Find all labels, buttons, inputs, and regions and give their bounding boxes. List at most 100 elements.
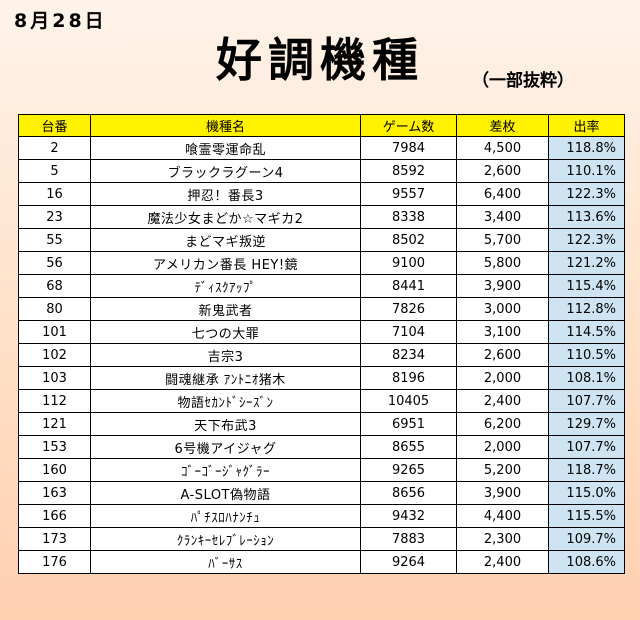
coin-difference-cell: 2,400 xyxy=(456,389,549,413)
machine-name-cell: 魔法少女まどか☆マギカ2 xyxy=(90,205,361,229)
machine-name-cell: 6号機アイジャグ xyxy=(90,435,361,459)
table-header-row: 台番 機種名 ゲーム数 差枚 出率 xyxy=(18,114,625,137)
machine-number-cell: 160 xyxy=(18,458,91,482)
coin-difference-cell: 3,000 xyxy=(456,297,549,321)
machine-name-cell: 闘魂継承 ｱﾝﾄﾆｵ猪木 xyxy=(90,366,361,390)
machine-number-cell: 121 xyxy=(18,412,91,436)
payout-rate-cell: 110.5% xyxy=(548,343,625,367)
table-row: 121 天下布武3 6951 6,200 129.7% xyxy=(18,412,625,436)
coin-difference-cell: 6,400 xyxy=(456,182,549,206)
header-machine-number: 台番 xyxy=(18,114,91,137)
table-row: 56 アメリカン番長 HEY!鏡 9100 5,800 121.2% xyxy=(18,251,625,275)
machine-number-cell: 56 xyxy=(18,251,91,275)
machine-name-cell: アメリカン番長 HEY!鏡 xyxy=(90,251,361,275)
table-row: 163 A-SLOT偽物語 8656 3,900 115.0% xyxy=(18,481,625,505)
payout-rate-cell: 122.3% xyxy=(548,228,625,252)
payout-rate-cell: 107.7% xyxy=(548,389,625,413)
payout-rate-cell: 110.1% xyxy=(548,159,625,183)
machine-name-cell: 七つの大罪 xyxy=(90,320,361,344)
game-count-cell: 10405 xyxy=(360,389,457,413)
coin-difference-cell: 2,600 xyxy=(456,159,549,183)
machine-number-cell: 176 xyxy=(18,550,91,574)
table-row: 16 押忍！番長3 9557 6,400 122.3% xyxy=(18,182,625,206)
game-count-cell: 8592 xyxy=(360,159,457,183)
game-count-cell: 8502 xyxy=(360,228,457,252)
payout-rate-cell: 112.8% xyxy=(548,297,625,321)
coin-difference-cell: 6,200 xyxy=(456,412,549,436)
game-count-cell: 8234 xyxy=(360,343,457,367)
payout-rate-cell: 115.5% xyxy=(548,504,625,528)
game-count-cell: 9557 xyxy=(360,182,457,206)
machine-name-cell: 天下布武3 xyxy=(90,412,361,436)
machine-number-cell: 173 xyxy=(18,527,91,551)
machine-number-cell: 16 xyxy=(18,182,91,206)
machine-name-cell: A-SLOT偽物語 xyxy=(90,481,361,505)
machine-number-cell: 80 xyxy=(18,297,91,321)
coin-difference-cell: 3,900 xyxy=(456,274,549,298)
game-count-cell: 8656 xyxy=(360,481,457,505)
game-count-cell: 9265 xyxy=(360,458,457,482)
coin-difference-cell: 5,800 xyxy=(456,251,549,275)
machine-number-cell: 153 xyxy=(18,435,91,459)
machine-number-cell: 102 xyxy=(18,343,91,367)
machine-name-cell: ｺﾞｰｺﾞｰｼﾞｬｸﾞﾗｰ xyxy=(90,458,361,482)
payout-rate-cell: 115.4% xyxy=(548,274,625,298)
table-row: 103 闘魂継承 ｱﾝﾄﾆｵ猪木 8196 2,000 108.1% xyxy=(18,366,625,390)
machine-number-cell: 5 xyxy=(18,159,91,183)
payout-rate-cell: 118.8% xyxy=(548,136,625,160)
machine-number-cell: 103 xyxy=(18,366,91,390)
results-table: 台番 機種名 ゲーム数 差枚 出率 2 喰霊零運命乱 7984 4,500 118.8%… xyxy=(18,114,625,574)
coin-difference-cell: 3,900 xyxy=(456,481,549,505)
payout-rate-cell: 107.7% xyxy=(548,435,625,459)
coin-difference-cell: 2,400 xyxy=(456,550,549,574)
coin-difference-cell: 5,200 xyxy=(456,458,549,482)
payout-rate-cell: 108.1% xyxy=(548,366,625,390)
coin-difference-cell: 2,000 xyxy=(456,435,549,459)
payout-rate-cell: 114.5% xyxy=(548,320,625,344)
game-count-cell: 8196 xyxy=(360,366,457,390)
machine-name-cell: 新鬼武者 xyxy=(90,297,361,321)
table-row: 23 魔法少女まどか☆マギカ2 8338 3,400 113.6% xyxy=(18,205,625,229)
table-row: 176 ﾊﾞｰｻｽ 9264 2,400 108.6% xyxy=(18,550,625,574)
machine-name-cell: 押忍！番長3 xyxy=(90,182,361,206)
game-count-cell: 7826 xyxy=(360,297,457,321)
payout-rate-cell: 113.6% xyxy=(548,205,625,229)
machine-number-cell: 112 xyxy=(18,389,91,413)
page-subtitle: （一部抜粋） xyxy=(472,71,574,91)
machine-number-cell: 2 xyxy=(18,136,91,160)
table-row: 153 6号機アイジャグ 8655 2,000 107.7% xyxy=(18,435,625,459)
header-game-count: ゲーム数 xyxy=(360,114,457,137)
coin-difference-cell: 2,300 xyxy=(456,527,549,551)
machine-number-cell: 55 xyxy=(18,228,91,252)
header-machine-name: 機種名 xyxy=(90,114,361,137)
game-count-cell: 9264 xyxy=(360,550,457,574)
game-count-cell: 7883 xyxy=(360,527,457,551)
table-row: 2 喰霊零運命乱 7984 4,500 118.8% xyxy=(18,136,625,160)
game-count-cell: 8441 xyxy=(360,274,457,298)
payout-rate-cell: 129.7% xyxy=(548,412,625,436)
header-coin-difference: 差枚 xyxy=(456,114,549,137)
table-row: 160 ｺﾞｰｺﾞｰｼﾞｬｸﾞﾗｰ 9265 5,200 118.7% xyxy=(18,458,625,482)
coin-difference-cell: 3,100 xyxy=(456,320,549,344)
coin-difference-cell: 2,600 xyxy=(456,343,549,367)
game-count-cell: 6951 xyxy=(360,412,457,436)
machine-name-cell: 物語ｾｶﾝﾄﾞｼｰｽﾞﾝ xyxy=(90,389,361,413)
header-payout-rate: 出率 xyxy=(548,114,625,137)
table-row: 68 ﾃﾞｨｽｸｱｯﾌﾟ 8441 3,900 115.4% xyxy=(18,274,625,298)
payout-rate-cell: 121.2% xyxy=(548,251,625,275)
coin-difference-cell: 3,400 xyxy=(456,205,549,229)
machine-name-cell: ﾃﾞｨｽｸｱｯﾌﾟ xyxy=(90,274,361,298)
table-row: 55 まどマギ叛逆 8502 5,700 122.3% xyxy=(18,228,625,252)
table-row: 112 物語ｾｶﾝﾄﾞｼｰｽﾞﾝ 10405 2,400 107.7% xyxy=(18,389,625,413)
game-count-cell: 7984 xyxy=(360,136,457,160)
machine-number-cell: 101 xyxy=(18,320,91,344)
machine-number-cell: 23 xyxy=(18,205,91,229)
coin-difference-cell: 4,400 xyxy=(456,504,549,528)
table-row: 80 新鬼武者 7826 3,000 112.8% xyxy=(18,297,625,321)
table-row: 5 ブラックラグーン4 8592 2,600 110.1% xyxy=(18,159,625,183)
payout-rate-cell: 115.0% xyxy=(548,481,625,505)
machine-number-cell: 166 xyxy=(18,504,91,528)
game-count-cell: 8655 xyxy=(360,435,457,459)
coin-difference-cell: 2,000 xyxy=(456,366,549,390)
table-row: 173 ｸﾗﾝｷｰｾﾚﾌﾞﾚｰｼｮﾝ 7883 2,300 109.7% xyxy=(18,527,625,551)
